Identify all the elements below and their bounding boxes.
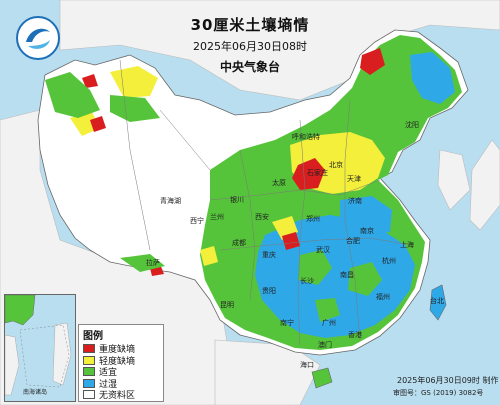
light-deficit-nw <box>70 66 158 136</box>
severe-deficit-hebei <box>292 158 325 190</box>
map-agency: 中央气象台 <box>219 60 280 74</box>
hainan-island <box>311 367 333 389</box>
korea-japan-land <box>437 139 500 231</box>
place-shanghai: 上海 <box>400 241 414 249</box>
place-taipei: 台北 <box>430 297 444 305</box>
place-guiyang: 贵阳 <box>262 287 276 295</box>
legend-swatch-suitable <box>83 367 95 377</box>
legend-label-nodata: 无资料区 <box>99 391 136 402</box>
place-guangzhou: 广州 <box>322 319 336 327</box>
wet-region-center <box>340 196 392 236</box>
place-huhehaote: 呼和浩特 <box>292 133 320 141</box>
legend-title: 图例 <box>83 331 103 342</box>
legend-swatch-nodata <box>83 390 95 400</box>
place-lanzhou: 兰州 <box>210 213 224 221</box>
map-review-number: 审图号：GS (2019) 3082号 <box>393 389 484 397</box>
inset-label: 南海诸岛 <box>23 389 48 396</box>
place-lhasa: 拉萨 <box>146 259 160 267</box>
place-yinchuan: 银川 <box>230 196 244 204</box>
severe-deficit-sw <box>150 232 300 276</box>
south-china-sea-inset: 南海诸岛 <box>4 294 76 402</box>
place-hongkong: 香港 <box>348 331 362 339</box>
legend-item-severe: 重度缺墒 <box>79 343 163 355</box>
place-hangzhou: 杭州 <box>382 257 396 265</box>
place-xian: 西安 <box>255 213 269 221</box>
place-shenyang: 沈阳 <box>405 121 419 129</box>
severe-deficit-northeast <box>360 48 385 75</box>
place-macau: 澳门 <box>318 341 332 349</box>
legend-label-severe: 重度缺墒 <box>99 345 136 356</box>
place-chengdu: 成都 <box>232 239 246 247</box>
cma-logo-icon <box>16 16 60 60</box>
place-qinghai-lake: 青海湖 <box>160 197 181 205</box>
legend-label-wet: 过湿 <box>99 379 118 390</box>
place-taiyuan: 太原 <box>272 179 286 187</box>
severe-deficit-nw <box>82 74 106 132</box>
neighbor-land-north <box>59 0 500 101</box>
place-changsha: 长沙 <box>300 277 314 285</box>
legend-item-light: 轻度缺墒 <box>79 355 163 367</box>
place-hefei: 合肥 <box>346 237 360 245</box>
legend-swatch-light <box>83 355 95 365</box>
legend-label-light: 轻度缺墒 <box>99 356 136 367</box>
suitable-spots-south <box>298 250 382 322</box>
legend-item-suitable: 适宜 <box>79 366 163 378</box>
legend-label-suitable: 适宜 <box>99 368 118 379</box>
place-chongqing: 重庆 <box>262 251 276 259</box>
province-borders <box>119 59 411 346</box>
light-deficit-sw <box>200 216 298 266</box>
place-xining: 西宁 <box>190 217 204 225</box>
wet-region-northeast <box>410 52 455 104</box>
map-datetime: 2025年06月30日08时 <box>193 40 307 53</box>
place-zhengzhou: 郑州 <box>306 215 320 223</box>
legend-swatch-severe <box>83 344 95 354</box>
place-nanning: 南宁 <box>280 319 294 327</box>
place-nanchang: 南昌 <box>340 271 354 279</box>
legend-swatch-wet <box>83 378 95 388</box>
place-kunming: 昆明 <box>220 301 234 309</box>
place-haikou: 海口 <box>300 361 314 369</box>
map-title: 30厘米土壤墒情 <box>190 16 310 34</box>
legend-item-nodata: 无资料区 <box>79 389 163 401</box>
production-time: 2025年06月30日09时 制作 <box>397 376 499 385</box>
place-fuzhou: 福州 <box>376 293 390 301</box>
place-jinan: 济南 <box>348 197 362 205</box>
place-nanjing: 南京 <box>360 227 374 235</box>
place-beijing: 北京 <box>329 161 343 169</box>
taiwan-island <box>429 284 447 321</box>
place-tianjin: 天津 <box>347 175 361 183</box>
legend-item-wet: 过湿 <box>79 378 163 390</box>
suitable-patches-west <box>45 72 165 272</box>
place-wuhan: 武汉 <box>316 246 330 254</box>
inset-map <box>5 295 72 396</box>
legend: 图例 重度缺墒 轻度缺墒 适宜 过湿 无资料区 <box>78 324 164 402</box>
place-shijiazhuang: 石家庄 <box>307 169 328 177</box>
